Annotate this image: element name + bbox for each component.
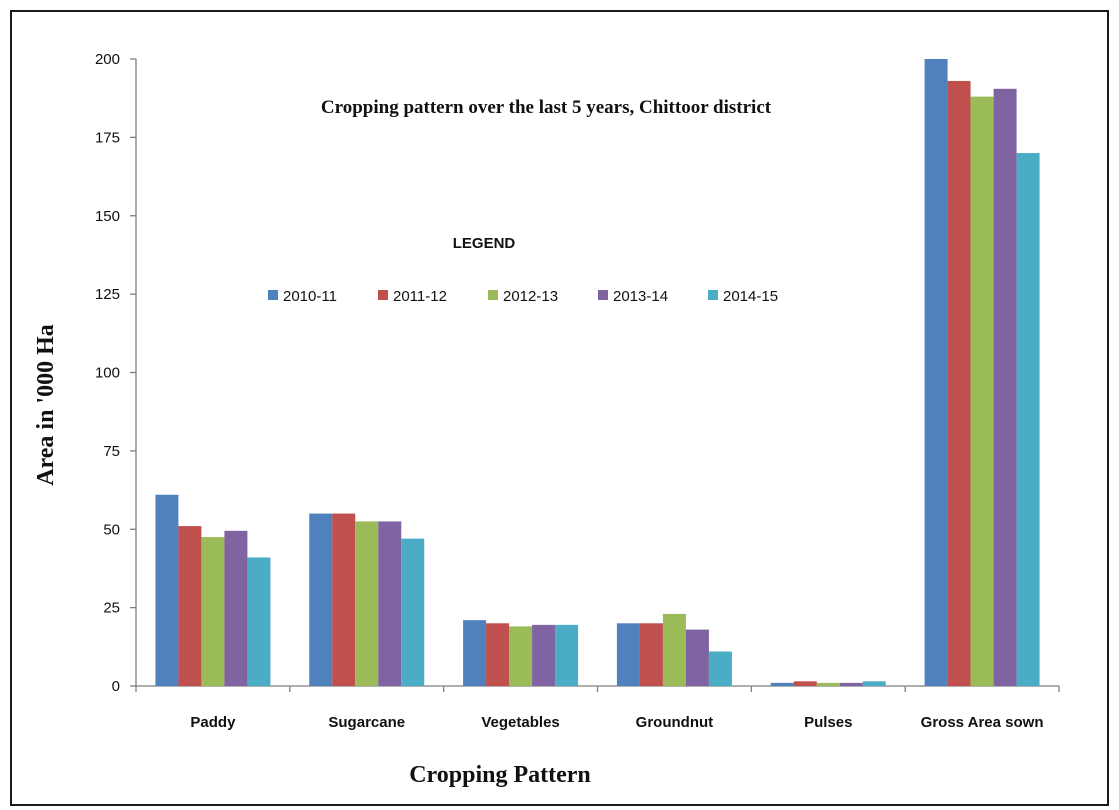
bar bbox=[155, 494, 179, 686]
legend-title: LEGEND bbox=[453, 235, 516, 252]
bar bbox=[224, 530, 248, 686]
bar bbox=[685, 629, 709, 686]
bar bbox=[970, 96, 994, 687]
bar bbox=[332, 513, 356, 686]
legend: 2010-11 2011-12 2012-13 2013-14 2014-15 bbox=[268, 288, 778, 305]
plot-area: 0 25 50 75 100 125 150 175 200 Paddy Sugarcane Vege… bbox=[95, 51, 1060, 731]
y-tick-label: 150 bbox=[95, 208, 120, 225]
bar bbox=[309, 513, 333, 686]
legend-swatch bbox=[268, 290, 278, 300]
bar bbox=[924, 59, 948, 686]
legend-swatch bbox=[378, 290, 388, 300]
bar bbox=[355, 521, 379, 686]
bar bbox=[401, 538, 425, 686]
legend-swatch bbox=[488, 290, 498, 300]
legend-entry: 2013-14 bbox=[613, 288, 668, 305]
legend-entry: 2011-12 bbox=[393, 288, 447, 305]
bar bbox=[993, 88, 1017, 687]
legend-entry: 2014-15 bbox=[723, 288, 778, 305]
x-tick-label: Paddy bbox=[190, 714, 236, 731]
bar bbox=[555, 624, 579, 686]
y-tick-label: 0 bbox=[112, 678, 120, 695]
bar bbox=[662, 613, 686, 686]
x-tick-label: Gross Area sown bbox=[921, 714, 1044, 731]
bar bbox=[1016, 153, 1040, 687]
x-tick-label: Groundnut bbox=[636, 714, 713, 731]
bar bbox=[816, 682, 840, 686]
y-tick-label: 25 bbox=[103, 600, 120, 617]
y-tick-label: 50 bbox=[103, 521, 120, 538]
y-tick-label: 175 bbox=[95, 129, 120, 146]
y-tick-label: 200 bbox=[95, 51, 120, 68]
x-axis-label: Cropping Pattern bbox=[409, 762, 591, 788]
legend-entry: 2012-13 bbox=[503, 288, 558, 305]
bar bbox=[378, 521, 402, 686]
x-tick-label: Pulses bbox=[804, 714, 852, 731]
legend-entry: 2010-11 bbox=[283, 288, 337, 305]
bar bbox=[793, 681, 817, 686]
bar bbox=[947, 80, 971, 686]
bar bbox=[708, 651, 732, 686]
bar bbox=[201, 537, 225, 686]
bar bbox=[486, 623, 510, 686]
y-axis-label: Area in '000 Ha bbox=[33, 324, 59, 486]
legend-swatch bbox=[708, 290, 718, 300]
y-tick-label: 75 bbox=[103, 443, 120, 460]
bar bbox=[532, 624, 556, 686]
bar bbox=[770, 682, 794, 686]
bar bbox=[178, 526, 202, 686]
x-tick-label: Vegetables bbox=[481, 714, 559, 731]
bar bbox=[616, 623, 640, 686]
legend-swatch bbox=[598, 290, 608, 300]
chart-title: Cropping pattern over the last 5 years, … bbox=[321, 97, 772, 118]
bar bbox=[862, 681, 886, 686]
bar bbox=[463, 620, 487, 686]
bar bbox=[247, 557, 271, 686]
y-tick-label: 125 bbox=[95, 286, 120, 303]
bar bbox=[639, 623, 663, 686]
y-tick-label: 100 bbox=[95, 365, 120, 382]
x-tick-label: Sugarcane bbox=[328, 714, 405, 731]
bar bbox=[839, 682, 863, 686]
bar bbox=[509, 626, 533, 686]
